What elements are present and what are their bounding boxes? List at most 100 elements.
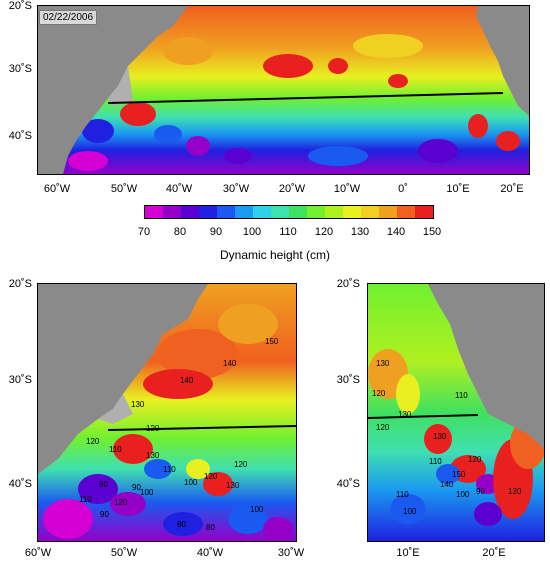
top-lat-tick-20: 20˚S — [8, 0, 32, 12]
contour-label: 150 — [452, 470, 466, 479]
bottom-right-eddies — [368, 349, 544, 526]
colorbar-tick: 70 — [137, 226, 151, 238]
top-africa — [476, 6, 529, 116]
contour-label: 120 — [372, 389, 386, 398]
top-lon-tick-50w: 50˚W — [110, 183, 138, 195]
bottom-left-field: 150 140 140 130 120 120 110 110 120 130 … — [38, 284, 296, 541]
colorbar-tick: 150 — [422, 226, 442, 238]
bl-lon-tick-30w: 30˚W — [277, 547, 305, 559]
colorbar-swatch — [289, 206, 307, 218]
top-lat-tick-30: 30˚S — [8, 63, 32, 75]
colorbar-tick: 110 — [279, 226, 297, 238]
contour-label: 80 — [177, 520, 186, 529]
contour-label: 110 — [109, 445, 122, 454]
top-lon-tick-10w: 10˚W — [333, 183, 361, 195]
top-lon-tick-60w: 60˚W — [43, 183, 71, 195]
bl-lat-tick-30: 30˚S — [8, 374, 32, 386]
colorbar-tick: 120 — [314, 226, 334, 238]
colorbar-swatch — [253, 206, 271, 218]
colorbar-label: Dynamic height (cm) — [219, 248, 331, 262]
colorbar-swatch — [325, 206, 343, 218]
contour-label: 120 — [376, 423, 390, 432]
contour-label: 130 — [131, 400, 145, 409]
bottom-right-africa — [428, 284, 544, 449]
br-lon-tick-10e: 10˚E — [396, 547, 420, 559]
colorbar-swatch — [163, 206, 181, 218]
top-lon-tick-30w: 30˚W — [222, 183, 250, 195]
bottom-left-south-america — [38, 284, 208, 474]
colorbar-tick: 100 — [242, 226, 262, 238]
bottom-right-map: 130 120 120 110 130 110 130 120 150 140 … — [367, 283, 545, 542]
contour-label: 110 — [429, 457, 442, 466]
contour-label: 100 — [250, 505, 264, 514]
contour-label: 110 — [163, 465, 176, 474]
bl-lon-tick-40w: 40˚W — [196, 547, 224, 559]
contour-label: 110 — [455, 391, 468, 400]
br-lat-tick-30: 30˚S — [336, 374, 360, 386]
contour-label: 140 — [223, 359, 237, 368]
colorbar-swatch — [181, 206, 199, 218]
colorbar-swatch — [343, 206, 361, 218]
contour-label: 140 — [440, 480, 454, 489]
contour-label: 90 — [132, 483, 141, 492]
top-lon-tick-20w: 20˚W — [278, 183, 306, 195]
contour-label: 130 — [398, 410, 412, 419]
colorbar — [144, 205, 434, 219]
bl-lon-tick-60w: 60˚W — [24, 547, 52, 559]
colorbar-swatch — [379, 206, 397, 218]
colorbar-swatch — [145, 206, 163, 218]
contour-label: 130 — [376, 359, 390, 368]
top-lon-tick-10e: 10˚E — [446, 183, 470, 195]
bl-lat-tick-20: 20˚S — [8, 278, 32, 290]
bottom-right-field: 130 120 120 110 130 110 130 120 150 140 … — [368, 284, 544, 541]
top-section-line — [107, 92, 504, 104]
contour-label: 110 — [79, 495, 92, 504]
top-lat-tick-40: 40˚S — [8, 130, 32, 142]
colorbar-swatch — [415, 206, 433, 218]
top-lon-tick-0: 0˚ — [398, 183, 408, 195]
colorbar-swatch — [199, 206, 217, 218]
contour-label: 90 — [99, 480, 108, 489]
contour-label: 110 — [396, 490, 409, 499]
date-label: 02/22/2006 — [39, 10, 98, 25]
bl-lat-tick-40: 40˚S — [8, 478, 32, 490]
bottom-left-eddies — [43, 304, 293, 541]
contour-label: 90 — [476, 487, 485, 496]
colorbar-swatch — [217, 206, 235, 218]
contour-label: 120 — [86, 437, 100, 446]
bottom-left-contour-labels: 150 140 140 130 120 120 110 110 120 130 … — [79, 337, 279, 532]
br-lat-tick-40: 40˚S — [336, 478, 360, 490]
top-eddies — [68, 34, 520, 171]
contour-label: 130 — [433, 432, 447, 441]
colorbar-swatch — [271, 206, 289, 218]
contour-label: 120 — [146, 424, 160, 433]
br-lat-tick-20: 20˚S — [336, 278, 360, 290]
contour-label: 120 — [234, 460, 248, 469]
contour-label: 130 — [146, 451, 160, 460]
colorbar-tick: 140 — [386, 226, 406, 238]
contour-label: 100 — [403, 507, 417, 516]
br-lon-tick-20e: 20˚E — [482, 547, 506, 559]
top-lon-tick-20e: 20˚E — [500, 183, 524, 195]
colorbar-tick: 90 — [209, 226, 223, 238]
bl-lon-tick-50w: 50˚W — [110, 547, 138, 559]
bottom-right-contour-labels: 130 120 120 110 130 110 130 120 150 140 … — [372, 359, 522, 516]
colorbar-swatch — [397, 206, 415, 218]
top-lon-tick-40w: 40˚W — [165, 183, 193, 195]
contour-label: 140 — [180, 376, 194, 385]
colorbar-swatch — [235, 206, 253, 218]
contour-label: 80 — [206, 523, 215, 532]
bottom-left-section-line — [107, 425, 296, 431]
contour-label: 120 — [508, 487, 522, 496]
top-map — [37, 5, 530, 175]
contour-label: 120 — [114, 498, 128, 507]
bottom-right-section-line — [368, 414, 479, 419]
contour-label: 100 — [184, 478, 198, 487]
contour-label: 150 — [265, 337, 279, 346]
contour-label: 100 — [140, 488, 154, 497]
top-south-america — [38, 6, 188, 174]
contour-label: 120 — [468, 455, 482, 464]
contour-label: 100 — [456, 490, 470, 499]
bottom-left-map: 150 140 140 130 120 120 110 110 120 130 … — [37, 283, 297, 542]
contour-label: 130 — [226, 481, 240, 490]
